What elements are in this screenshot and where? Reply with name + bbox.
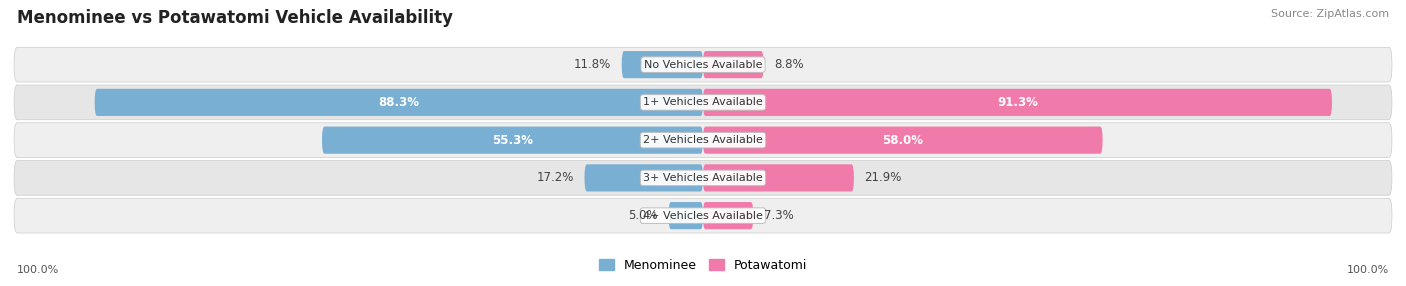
FancyBboxPatch shape (703, 89, 1331, 116)
FancyBboxPatch shape (14, 160, 1392, 195)
FancyBboxPatch shape (703, 51, 763, 78)
Text: Menominee vs Potawatomi Vehicle Availability: Menominee vs Potawatomi Vehicle Availabi… (17, 9, 453, 27)
Text: No Vehicles Available: No Vehicles Available (644, 60, 762, 69)
FancyBboxPatch shape (14, 85, 1392, 120)
Text: 7.3%: 7.3% (763, 209, 793, 222)
FancyBboxPatch shape (94, 89, 703, 116)
Text: 4+ Vehicles Available: 4+ Vehicles Available (643, 211, 763, 221)
Text: Source: ZipAtlas.com: Source: ZipAtlas.com (1271, 9, 1389, 19)
FancyBboxPatch shape (703, 164, 853, 192)
Text: 3+ Vehicles Available: 3+ Vehicles Available (643, 173, 763, 183)
FancyBboxPatch shape (14, 123, 1392, 158)
FancyBboxPatch shape (703, 202, 754, 229)
Text: 58.0%: 58.0% (883, 134, 924, 147)
Text: 8.8%: 8.8% (773, 58, 804, 71)
Text: 1+ Vehicles Available: 1+ Vehicles Available (643, 98, 763, 107)
FancyBboxPatch shape (585, 164, 703, 192)
Text: 88.3%: 88.3% (378, 96, 419, 109)
Text: 100.0%: 100.0% (1347, 265, 1389, 275)
FancyBboxPatch shape (14, 198, 1392, 233)
Text: 91.3%: 91.3% (997, 96, 1038, 109)
Text: 5.0%: 5.0% (628, 209, 658, 222)
Text: 21.9%: 21.9% (865, 171, 901, 184)
Text: 2+ Vehicles Available: 2+ Vehicles Available (643, 135, 763, 145)
FancyBboxPatch shape (703, 126, 1102, 154)
FancyBboxPatch shape (322, 126, 703, 154)
Text: 100.0%: 100.0% (17, 265, 59, 275)
Text: 11.8%: 11.8% (574, 58, 612, 71)
Text: 17.2%: 17.2% (537, 171, 574, 184)
FancyBboxPatch shape (621, 51, 703, 78)
Legend: Menominee, Potawatomi: Menominee, Potawatomi (593, 254, 813, 277)
FancyBboxPatch shape (669, 202, 703, 229)
Text: 55.3%: 55.3% (492, 134, 533, 147)
FancyBboxPatch shape (14, 47, 1392, 82)
